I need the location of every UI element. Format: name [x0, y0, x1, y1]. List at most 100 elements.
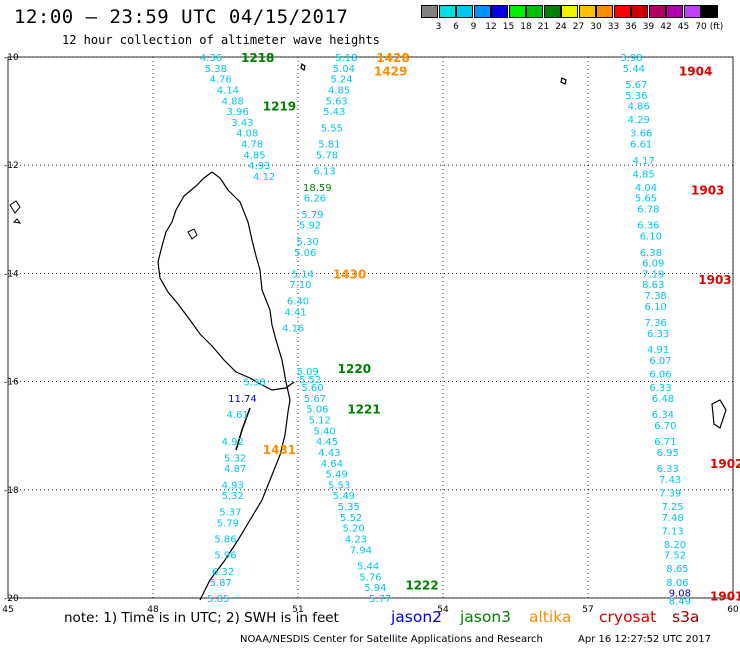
- swh-value: 5.38: [243, 378, 265, 389]
- swh-value: 5.81: [318, 140, 340, 151]
- swh-value: 5.32: [222, 491, 244, 502]
- swh-value: 5.67: [625, 80, 647, 91]
- swh-value: 5.35: [338, 502, 360, 513]
- swh-value: 8.20: [664, 540, 686, 551]
- legend-swatch: [631, 5, 648, 18]
- swh-value: 4.86: [628, 102, 650, 113]
- swh-value: 4.17: [632, 156, 654, 167]
- swh-value: 5.04: [333, 64, 355, 75]
- lon-tick-label: 51: [292, 605, 303, 615]
- pass-time-label: 1430: [333, 267, 366, 281]
- legend-label: 12: [485, 22, 497, 32]
- legend-label: 27: [572, 22, 585, 32]
- swh-value: 4.64: [321, 459, 343, 470]
- swh-value: 6.78: [637, 204, 659, 215]
- lon-tick-label: 45: [2, 605, 13, 615]
- legend-label: 9: [470, 22, 477, 32]
- map-subtitle: 12 hour collection of altimeter wave hei…: [62, 33, 380, 47]
- legend-label: 36: [625, 22, 637, 32]
- swh-value: 6.33: [649, 383, 671, 394]
- swh-value: 4.76: [210, 75, 232, 86]
- swh-value: 6.07: [649, 356, 671, 367]
- legend-label: 21: [537, 22, 550, 32]
- swh-value: 6.48: [652, 394, 674, 405]
- island-tromelin-east: [711, 399, 727, 429]
- swh-value: 4.78: [241, 140, 263, 151]
- generation-timestamp: Apr 16 12:27:52 UTC 2017: [578, 634, 711, 645]
- map-grid: 45 48 51 54 57 60 -10 -12 -14 -16 -18 -20: [2, 53, 739, 615]
- legend-label: 45: [677, 22, 690, 32]
- swh-value: 4.12: [253, 172, 275, 183]
- swh-value: 7.36: [645, 318, 667, 329]
- swh-value: 5.87: [210, 578, 232, 589]
- track-altika: 5.3811.744.614.925.324.874.935.325.375.7…: [207, 378, 296, 605]
- sat-label-jason2: jason2: [391, 608, 443, 626]
- swh-value: 6.70: [654, 421, 676, 432]
- lon-tick-label: 48: [147, 605, 159, 615]
- track-cryosat: 3.985.44 5.675.364.86 4.29 3.666.61 4.17 4.85…: [620, 53, 740, 608]
- swh-value: 5.60: [301, 383, 323, 394]
- swh-value: 7.13: [661, 526, 683, 537]
- swh-value: 6.33: [647, 329, 669, 340]
- legend-label: 30: [590, 22, 602, 32]
- legend-swatch: [561, 5, 578, 18]
- swh-value: 4.91: [647, 345, 669, 356]
- swh-value: 8.49: [669, 597, 691, 608]
- pass-time-label: 1902: [710, 457, 740, 471]
- swh-value: 4.43: [318, 448, 340, 459]
- lon-tick-label: 57: [582, 605, 593, 615]
- legend-swatch: [473, 5, 491, 18]
- lat-tick-label: -20: [4, 594, 19, 604]
- island-sainte-marie: [235, 407, 251, 451]
- legend-swatch: [578, 5, 596, 18]
- sat-label-cryosat: cryosat: [599, 608, 657, 626]
- swh-value: 5.96: [214, 551, 236, 562]
- swh-value: 7.52: [664, 551, 686, 562]
- swh-value: 4.29: [628, 115, 650, 126]
- swh-value: 9.08: [669, 589, 691, 600]
- legend-swatch: [683, 5, 701, 18]
- swh-value: 4.16: [282, 324, 304, 335]
- altimeter-tracks: 4.365.384.764.144.883.963.434.084.784.85…: [200, 51, 740, 608]
- swh-value: 7.39: [659, 489, 681, 500]
- swh-value: 6.13: [313, 167, 335, 178]
- swh-value: 4.85: [243, 150, 265, 161]
- swh-value: 5.38: [205, 64, 227, 75]
- swh-value: 5.63: [326, 96, 348, 107]
- legend-label: 33: [607, 22, 620, 32]
- swh-value: 4.04: [635, 183, 657, 194]
- island-north-small: [300, 63, 306, 71]
- swh-value: 5.77: [369, 594, 391, 605]
- legend-swatch: [613, 5, 631, 18]
- swh-value: 6.95: [657, 448, 679, 459]
- swh-value: 5.92: [299, 221, 321, 232]
- madagascar-east-coast: [199, 171, 291, 601]
- swh-value: 5.37: [219, 507, 241, 518]
- swh-value: 3.96: [226, 107, 248, 118]
- madagascar-coastline: [9, 63, 727, 601]
- swh-value: 5.49: [326, 470, 348, 481]
- legend-label: 39: [642, 22, 655, 32]
- swh-value: 6.36: [637, 221, 659, 232]
- swh-value: 6.40: [287, 296, 309, 307]
- swh-value: 4.93: [222, 480, 244, 491]
- swh-value: 5.94: [364, 583, 386, 594]
- swh-value: 5.52: [299, 375, 321, 386]
- legend-swatch: [543, 5, 561, 18]
- island-nosy-be: [187, 228, 198, 240]
- swh-value: 7.10: [289, 280, 311, 291]
- swh-value: 4.08: [236, 129, 258, 140]
- swh-value: 3.43: [231, 118, 253, 129]
- pass-time-label: 1428: [376, 51, 409, 65]
- swh-value: 5.20: [342, 524, 364, 535]
- swh-value: 4.61: [226, 410, 248, 421]
- swh-value: 4.23: [345, 534, 367, 545]
- legend-swatch: [596, 5, 613, 18]
- swh-value: 5.14: [292, 269, 314, 280]
- track-jason3: 5.095.525.605.675.065.125.404.454.434.64…: [297, 362, 439, 605]
- lon-tick-label: 60: [727, 605, 739, 615]
- swh-value: 4.93: [248, 161, 270, 172]
- legend-label: 18: [520, 22, 532, 32]
- swh-value: 7.25: [661, 502, 683, 513]
